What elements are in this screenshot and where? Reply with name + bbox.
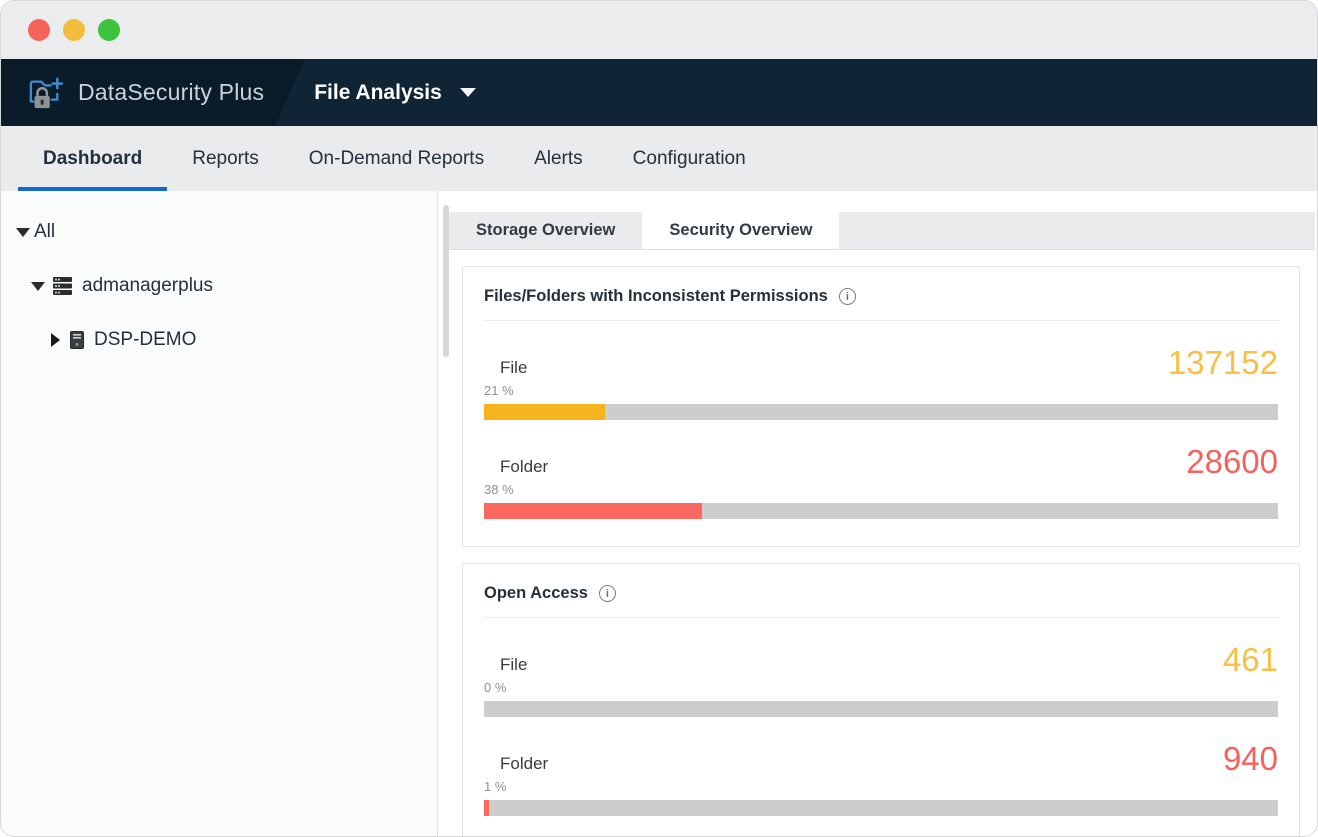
metric-value: 28600	[1186, 443, 1278, 480]
server-icon	[70, 331, 84, 349]
sidebar-scrollbar-thumb[interactable]	[443, 205, 449, 357]
metric-percent: 0 %	[484, 680, 507, 695]
metric-percent: 21 %	[484, 383, 514, 398]
nav-item-configuration[interactable]: Configuration	[632, 147, 746, 169]
card-files-folders-with-inconsistent-permissions: Files/Folders with Inconsistent Permissi…	[462, 266, 1300, 547]
metric-row-files-folders-with-inconsistent-permissions-folder: Folder 28600 38 %	[482, 443, 1280, 519]
collapse-caret-icon[interactable]	[12, 227, 34, 237]
metric-progress-fill	[484, 404, 606, 420]
product-switcher[interactable]: File Analysis	[314, 81, 476, 105]
metric-value: 461	[1222, 641, 1278, 678]
browser-titlebar	[1, 1, 1317, 59]
zoom-window-button[interactable]	[98, 19, 120, 41]
nav-item-dashboard[interactable]: Dashboard	[18, 126, 168, 191]
metric-progress-bar	[484, 404, 1278, 420]
tab-storage-overview[interactable]: Storage Overview	[476, 221, 616, 239]
metric-value: 137152	[1167, 344, 1278, 381]
brand-name: DataSecurity Plus	[78, 79, 265, 105]
metric-label: Folder	[500, 457, 549, 476]
tree-item-admanagerplus[interactable]: admanagerplus	[1, 273, 437, 299]
metric-progress-bar	[484, 503, 1278, 519]
metric-progress-bar	[484, 701, 1278, 717]
expand-caret-icon[interactable]	[44, 333, 66, 347]
app-header: DataSecurity Plus File Analysis	[1, 59, 1317, 126]
sidebar-tree-panel: All admanagerplus	[1, 191, 438, 836]
metric-row-open-access-folder: Folder 940 1 %	[482, 740, 1280, 816]
card-title: Files/Folders with Inconsistent Permissi…	[484, 287, 828, 305]
metric-progress-bar	[484, 800, 1278, 816]
nav-item-alerts[interactable]: Alerts	[534, 147, 583, 169]
primary-nav: Dashboard Reports On-Demand Reports Aler…	[1, 126, 1317, 191]
tab-security-overview[interactable]: Security Overview	[642, 212, 840, 249]
card-open-access: Open Access i File 461 0 % Folder 940 1 …	[462, 563, 1300, 836]
tree-item-dsp-demo[interactable]: DSP-DEMO	[1, 327, 437, 353]
product-switcher-label: File Analysis	[314, 80, 442, 104]
chevron-down-icon	[459, 88, 476, 97]
metric-value: 940	[1222, 740, 1278, 777]
main-content: Storage Overview Security Overview Files…	[438, 191, 1317, 836]
metric-progress-fill	[484, 503, 703, 519]
metric-row-files-folders-with-inconsistent-permissions-file: File 137152 21 %	[482, 344, 1280, 420]
minimize-window-button[interactable]	[63, 19, 85, 41]
nav-item-reports[interactable]: Reports	[192, 147, 259, 169]
collapse-caret-icon[interactable]	[27, 281, 49, 291]
folder-lock-plus-icon	[26, 76, 64, 110]
tree-item-all[interactable]: All	[1, 219, 437, 245]
overview-tabstrip: Storage Overview Security Overview	[449, 212, 1315, 250]
metric-row-open-access-file: File 461 0 %	[482, 641, 1280, 717]
info-icon[interactable]: i	[598, 585, 616, 602]
card-title: Open Access	[484, 584, 588, 602]
metric-percent: 1 %	[484, 779, 507, 794]
nav-item-on-demand-reports[interactable]: On-Demand Reports	[308, 147, 485, 169]
info-icon[interactable]: i	[838, 288, 856, 305]
metric-label: File	[500, 655, 528, 674]
metric-percent: 38 %	[484, 482, 514, 497]
metric-label: File	[500, 358, 528, 377]
brand: DataSecurity Plus	[1, 76, 264, 110]
metric-label: Folder	[500, 754, 549, 773]
header-brand-wedge	[1, 59, 305, 126]
page-body: All admanagerplus	[1, 191, 1317, 836]
close-window-button[interactable]	[28, 19, 50, 41]
server-stack-icon	[53, 277, 72, 295]
metric-progress-fill	[484, 800, 490, 816]
